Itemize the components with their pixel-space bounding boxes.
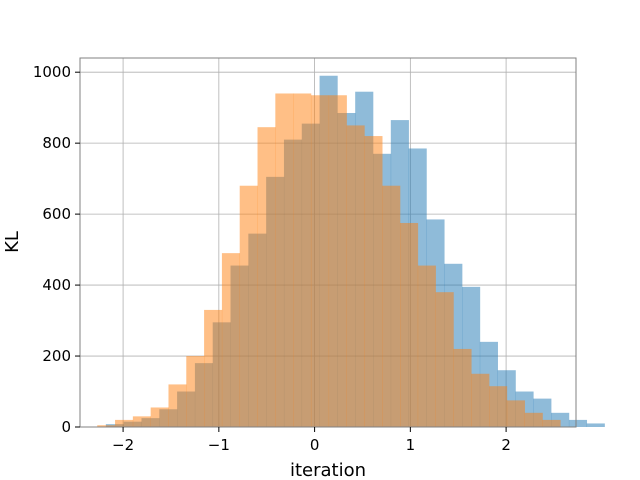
x-tick-label: −1 bbox=[208, 436, 230, 454]
histogram-bar bbox=[310, 95, 330, 427]
y-tick-label: 0 bbox=[61, 418, 71, 436]
histogram-bar bbox=[221, 253, 241, 427]
histogram-bar bbox=[346, 125, 365, 428]
histogram-bar bbox=[132, 416, 151, 427]
histogram-bar bbox=[257, 127, 276, 427]
plot-frame bbox=[79, 57, 577, 428]
histogram-bar bbox=[506, 400, 525, 427]
x-tick-label: 0 bbox=[310, 436, 320, 454]
histogram-bar bbox=[150, 407, 169, 427]
y-tick-label: 800 bbox=[42, 134, 71, 152]
histogram-bar bbox=[186, 356, 205, 427]
x-tick-label: 2 bbox=[501, 436, 511, 454]
y-tick-label: 200 bbox=[42, 347, 71, 365]
histogram-bar bbox=[542, 419, 561, 427]
histogram-bar bbox=[489, 386, 508, 427]
y-tick-label: 600 bbox=[42, 205, 71, 223]
y-axis-ticks: 0 200 400 600 800 1000 bbox=[33, 63, 80, 436]
histogram-bar bbox=[293, 93, 312, 427]
histogram-bar bbox=[204, 309, 223, 427]
histogram-bar bbox=[586, 423, 605, 427]
x-tick-label: −2 bbox=[112, 436, 134, 454]
histogram-bar bbox=[97, 425, 116, 427]
histogram-bar bbox=[115, 419, 134, 427]
histogram-bar bbox=[168, 384, 187, 427]
y-axis-label: KL bbox=[2, 231, 23, 253]
histogram-bars bbox=[97, 75, 605, 428]
histogram-bar bbox=[568, 419, 588, 427]
histogram-bar bbox=[239, 185, 258, 427]
x-axis-label: iteration bbox=[290, 460, 366, 480]
histogram-bar bbox=[435, 292, 454, 427]
x-tick-label: 1 bbox=[406, 436, 416, 454]
histogram-bar bbox=[382, 185, 401, 427]
histogram-bar bbox=[417, 265, 436, 427]
series-2 bbox=[97, 93, 561, 428]
histogram-bar bbox=[400, 222, 419, 427]
y-tick-label: 400 bbox=[42, 276, 71, 294]
y-tick-label: 1000 bbox=[33, 63, 71, 81]
histogram-bar bbox=[364, 136, 383, 428]
histogram-bar bbox=[453, 348, 472, 427]
x-axis-ticks: −2 −1 0 1 2 bbox=[112, 427, 511, 454]
histogram-bar bbox=[275, 93, 294, 427]
histogram-bar bbox=[471, 373, 490, 427]
histogram-bar bbox=[524, 412, 543, 427]
histogram-bar bbox=[328, 95, 347, 427]
